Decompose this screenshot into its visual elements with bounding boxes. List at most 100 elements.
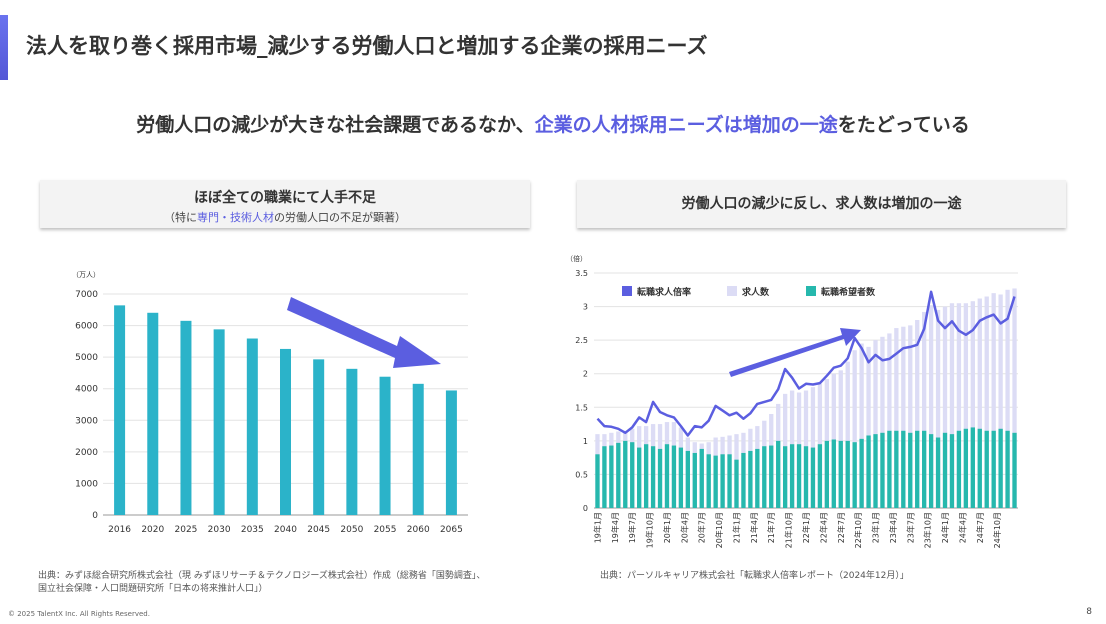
page-number: 8	[1086, 607, 1092, 617]
increase-arrow	[729, 328, 861, 377]
left-sub-pre: （特に	[164, 211, 197, 224]
right-y-tick: 2.5	[575, 336, 588, 345]
seekers-bar	[852, 442, 857, 508]
legend-swatch	[806, 286, 816, 296]
openings-bar	[894, 328, 899, 508]
openings-bar	[949, 303, 955, 508]
right-x-tick: 21年1月	[731, 512, 741, 543]
seekers-bar	[1012, 432, 1017, 508]
seekers-bar	[1005, 430, 1010, 508]
left-bar	[180, 320, 192, 515]
left-source-line2: 国立社会保障・人口問題研究所「日本の将来推計人口」）	[38, 584, 268, 594]
left-x-tick: 2050	[340, 525, 363, 535]
openings-bar	[984, 296, 989, 508]
seekers-bar	[984, 430, 989, 508]
seekers-bar	[692, 452, 697, 508]
right-y-tick: 2	[583, 370, 588, 379]
page-subtitle: 労働人口の減少が大きな社会課題であるなか、企業の人材採用ニーズは増加の一途をたど…	[0, 110, 1106, 137]
seekers-bar	[880, 432, 885, 508]
left-y-tick: 2000	[75, 448, 98, 458]
seekers-bar	[970, 427, 975, 508]
seekers-bar	[817, 444, 823, 508]
left-bar	[346, 368, 358, 515]
openings-bar	[901, 326, 906, 508]
openings-bar	[956, 303, 962, 508]
right-x-tick: 22年1月	[801, 512, 811, 543]
left-bar	[412, 383, 424, 515]
seekers-bar	[796, 444, 802, 508]
left-unit-label: （万人）	[72, 271, 100, 279]
openings-bar	[810, 387, 816, 508]
seekers-bar	[671, 445, 677, 508]
left-x-tick: 2016	[108, 525, 131, 535]
legend-label: 転職求人倍率	[637, 286, 691, 298]
legend-swatch	[622, 286, 632, 296]
seekers-bar	[859, 438, 864, 508]
seekers-bar	[657, 448, 663, 508]
right-x-tick: 19年10月	[645, 512, 655, 548]
legend-label: 転職希望者数	[821, 286, 876, 298]
seekers-bar	[901, 430, 906, 508]
seekers-bar	[942, 432, 948, 508]
seekers-bar	[650, 446, 656, 508]
seekers-bar	[782, 446, 788, 508]
subtitle-text-end: をたどっている	[837, 114, 970, 136]
left-bar	[313, 359, 325, 515]
left-bar	[147, 312, 159, 515]
left-bar	[246, 338, 258, 515]
seekers-bar	[915, 430, 920, 508]
left-sub-highlight: 専門・技術人材	[197, 211, 274, 224]
seekers-bar	[977, 428, 982, 508]
seekers-bar	[949, 434, 955, 508]
right-y-tick: 1	[583, 437, 588, 446]
openings-bar	[845, 361, 850, 508]
left-sub-post: の労働人口の不足が顕著）	[274, 211, 406, 224]
seekers-bar	[838, 440, 843, 508]
left-bar	[213, 329, 225, 515]
left-y-tick: 3000	[75, 416, 98, 426]
left-x-tick: 2060	[407, 525, 430, 535]
left-y-tick: 5000	[75, 353, 98, 363]
openings-bar	[935, 309, 941, 508]
right-x-tick: 22年7月	[836, 512, 846, 543]
right-x-tick: 20年10月	[714, 512, 724, 548]
right-x-tick: 24年1月	[940, 512, 950, 543]
openings-bar	[852, 350, 857, 508]
right-y-tick: 1.5	[575, 403, 588, 412]
openings-bar	[859, 343, 864, 508]
left-x-tick: 2040	[274, 525, 297, 535]
left-bar	[445, 390, 457, 515]
page-title: 法人を取り巻く採用市場_減少する労働人口と増加する企業の採用ニーズ	[26, 34, 708, 58]
openings-bar	[873, 340, 878, 508]
seekers-bar	[741, 452, 746, 508]
ratio-line	[596, 290, 1016, 437]
openings-bar	[887, 333, 892, 508]
right-y-tick: 0.5	[575, 470, 588, 479]
seekers-bar	[894, 430, 899, 508]
seekers-bar	[866, 435, 871, 508]
seekers-bar	[609, 445, 614, 508]
seekers-bar	[643, 444, 649, 508]
left-x-tick: 2045	[307, 525, 330, 535]
seekers-bar	[664, 444, 670, 508]
left-y-tick: 7000	[75, 290, 98, 300]
seekers-bar	[616, 442, 621, 508]
seekers-bar	[720, 454, 725, 508]
right-x-tick: 23年10月	[923, 512, 933, 548]
right-y-tick: 3.5	[575, 269, 588, 278]
seekers-bar	[748, 450, 753, 508]
legend-swatch	[727, 286, 737, 296]
right-heading-box: 労働人口の減少に反し、求人数は増加の一途	[577, 180, 1066, 228]
openings-bar	[866, 346, 871, 508]
left-subheading: （特に専門・技術人材の労働人口の不足が顕著）	[40, 209, 530, 225]
left-bar	[379, 376, 391, 515]
left-x-tick: 2035	[241, 525, 264, 535]
openings-bar	[908, 325, 913, 508]
right-heading: 労働人口の減少に反し、求人数は増加の一途	[681, 196, 962, 212]
seekers-bar	[831, 439, 836, 508]
seekers-bar	[762, 446, 767, 508]
openings-bar	[922, 311, 927, 508]
seekers-bar	[623, 440, 628, 508]
openings-bar	[977, 298, 982, 508]
openings-bar	[1012, 288, 1017, 508]
